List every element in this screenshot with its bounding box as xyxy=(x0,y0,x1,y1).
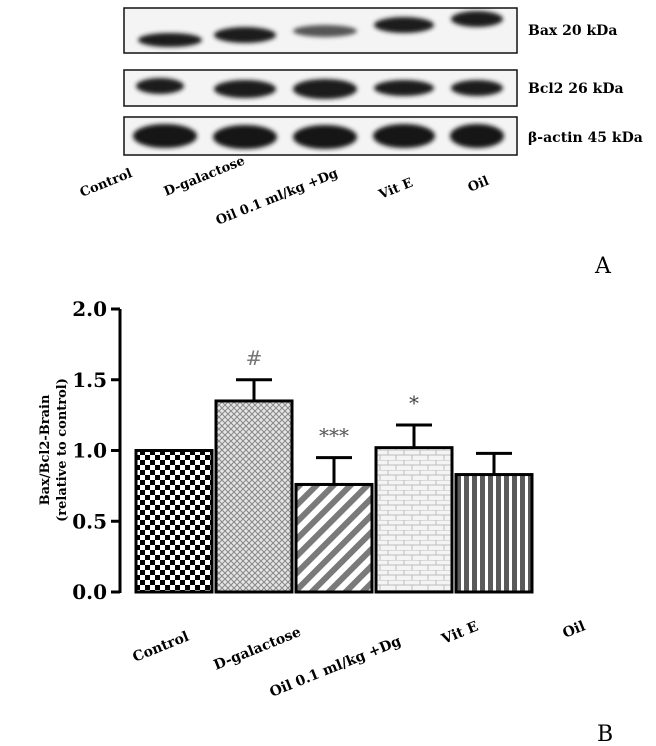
blot-band xyxy=(451,80,503,96)
blot-band xyxy=(451,11,503,27)
bar xyxy=(374,446,454,594)
lane-label: Vit E xyxy=(376,176,415,204)
error-bars xyxy=(236,378,512,485)
blot-band xyxy=(293,125,357,149)
bar-chart: 0.00.51.01.52.0 #**** Control D-galactose… xyxy=(72,297,587,701)
panel-label-b: B xyxy=(597,722,613,746)
band-label-actin: β-actin 45 kDa xyxy=(528,130,643,146)
blot-strip-actin xyxy=(123,116,518,156)
band-label-bax: Bax 20 kDa xyxy=(528,23,617,39)
y-tick-label: 2.0 xyxy=(72,297,107,321)
blot-band xyxy=(136,78,184,94)
blot-band xyxy=(214,27,276,43)
blot-band xyxy=(213,125,277,149)
blot-strip-bax xyxy=(123,7,518,54)
significance-mark: # xyxy=(246,346,263,370)
x-tick-label: Oil xyxy=(561,618,588,641)
significance-mark: * xyxy=(409,391,419,415)
significance-marks: #**** xyxy=(246,346,419,448)
blot-band xyxy=(373,124,435,148)
lane-label: Control xyxy=(78,166,135,201)
lane-label: Oil xyxy=(466,174,491,196)
bar xyxy=(134,449,214,594)
x-tick-label: Control xyxy=(131,629,192,666)
blot-band xyxy=(138,33,202,47)
y-tick-label: 0.0 xyxy=(72,580,107,604)
lane-label: D-galactose xyxy=(162,154,247,200)
y-tick-label: 1.5 xyxy=(72,368,107,392)
blot-band xyxy=(293,25,357,37)
blot-strip-bcl2 xyxy=(123,69,518,107)
bar xyxy=(454,473,534,594)
y-axis: 0.0 0.5 1.0 1.5 2.0 xyxy=(72,297,122,604)
blot-band xyxy=(293,79,357,99)
bar xyxy=(214,399,294,594)
blot-band xyxy=(374,80,434,96)
x-tick-label: D-galactose xyxy=(212,624,304,674)
bar xyxy=(294,482,374,594)
y-tick-label: 1.0 xyxy=(72,439,107,463)
blot-band xyxy=(450,124,504,148)
y-axis-label: Bax/Bcl2-Brain xyxy=(38,394,53,505)
blot-band xyxy=(133,124,197,148)
panel-label-a: A xyxy=(594,254,612,279)
y-axis-sublabel: (relative to control) xyxy=(55,378,70,522)
band-label-bcl2: Bcl2 26 kDa xyxy=(528,81,624,97)
bars xyxy=(134,399,534,594)
x-tick-label: Vit E xyxy=(439,619,481,648)
lane-label: Oil 0.1 ml/kg +Dg xyxy=(214,166,340,229)
y-tick-label: 0.5 xyxy=(72,509,107,533)
blot-band xyxy=(214,80,276,98)
significance-mark: *** xyxy=(319,424,349,448)
blot-band xyxy=(374,17,434,33)
